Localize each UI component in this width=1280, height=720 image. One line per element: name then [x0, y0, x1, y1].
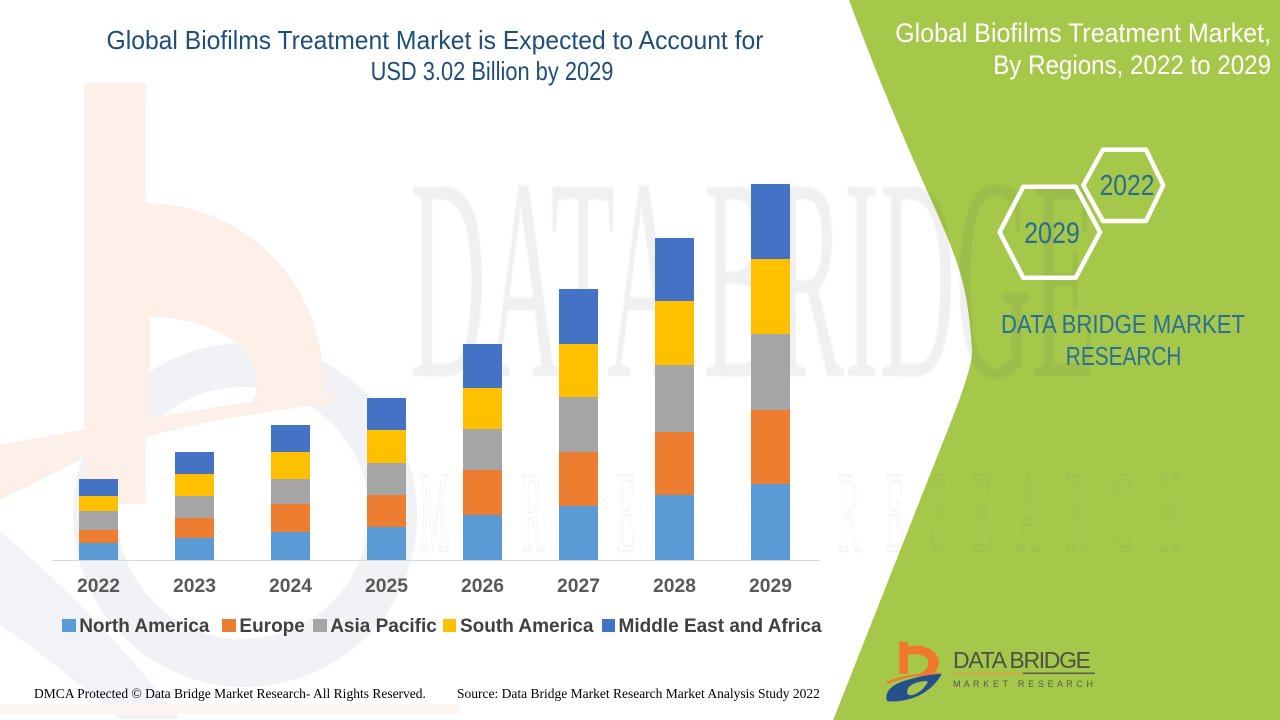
- svg-text:DATA BRIDGE: DATA BRIDGE: [953, 647, 1091, 673]
- svg-text:M A R K E T R E S E A R C H: M A R K E T R E S E A R C H: [953, 679, 1093, 689]
